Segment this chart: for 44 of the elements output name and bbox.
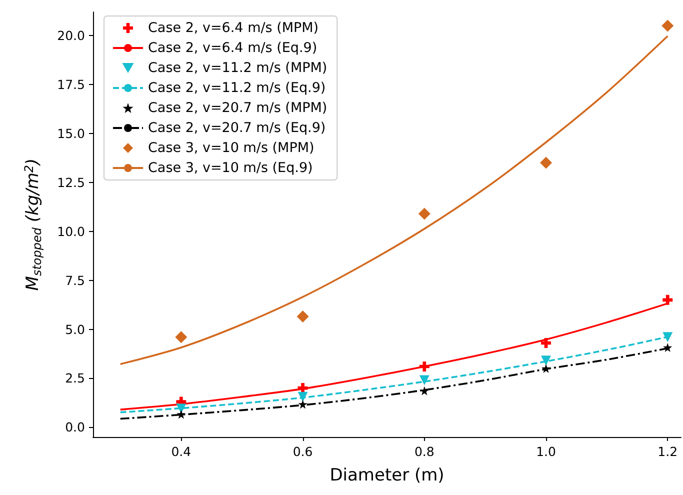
point	[419, 375, 430, 386]
point	[541, 338, 552, 348]
point	[662, 20, 674, 32]
legend-label: Case 2, v=11.2 m/s (MPM)	[148, 60, 328, 76]
y-tick-label: 17.5	[57, 76, 85, 92]
x-tick-label: 0.8	[414, 444, 434, 459]
x-axis-title: Diameter (m)	[330, 466, 444, 486]
x-tick-label: 0.6	[292, 444, 313, 459]
y-tick-label: 12.5	[57, 174, 85, 190]
point	[419, 361, 430, 372]
legend-label: Case 3, v=10 m/s (MPM)	[148, 140, 314, 156]
point	[540, 156, 552, 169]
point	[298, 383, 308, 394]
legend-label: Case 2, v=20.7 m/s (Eq.9)	[148, 120, 326, 136]
legend-label: Case 3, v=10 m/s (Eq.9)	[148, 160, 313, 176]
y-tick-label: 10.0	[57, 224, 86, 239]
y-tick-label: 5.0	[65, 322, 86, 337]
point	[298, 392, 308, 402]
point	[298, 400, 308, 409]
point	[662, 332, 673, 342]
point	[296, 310, 309, 323]
legend-label: Case 2, v=6.4 m/s (MPM)	[148, 20, 319, 36]
y-tick-label: 7.5	[65, 272, 85, 288]
line-series	[119, 35, 669, 366]
point	[176, 404, 186, 414]
y-axis-title: Mstopped (kg/m2)	[22, 158, 44, 291]
x-tick-label: 0.4	[171, 444, 192, 459]
point	[175, 331, 188, 344]
point	[663, 342, 672, 352]
legend-label: Case 2, v=20.7 m/s (MPM)	[148, 100, 328, 116]
x-tick-label: 1.0	[536, 444, 556, 459]
point	[541, 356, 552, 366]
point	[418, 208, 430, 220]
point	[662, 294, 673, 305]
point	[542, 364, 551, 373]
x-tick-label: 1.2	[658, 444, 678, 459]
point	[420, 386, 429, 396]
y-tick-label: 2.5	[65, 370, 85, 386]
y-tick-label: 20.0	[57, 28, 86, 43]
y-tick-label: 15.0	[57, 126, 86, 141]
y-tick-label: 0.0	[65, 420, 86, 435]
legend-label: Case 2, v=11.2 m/s (Eq.9)	[148, 80, 326, 96]
legend-label: Case 2, v=6.4 m/s (Eq.9)	[148, 40, 318, 56]
point	[176, 410, 186, 419]
